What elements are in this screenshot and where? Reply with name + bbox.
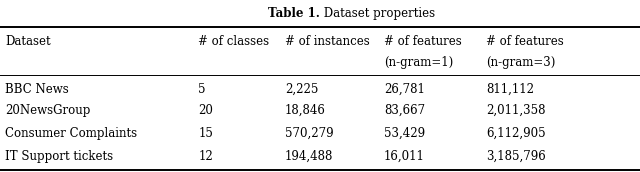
Text: 2,225: 2,225 xyxy=(285,83,318,96)
Text: 5: 5 xyxy=(198,83,206,96)
Text: 20NewsGroup: 20NewsGroup xyxy=(5,104,90,117)
Text: # of classes: # of classes xyxy=(198,35,269,48)
Text: 26,781: 26,781 xyxy=(384,83,425,96)
Text: 2,011,358: 2,011,358 xyxy=(486,104,546,117)
Text: # of features: # of features xyxy=(384,35,461,48)
Text: 53,429: 53,429 xyxy=(384,127,425,140)
Text: Consumer Complaints: Consumer Complaints xyxy=(5,127,137,140)
Text: Table 1.: Table 1. xyxy=(268,7,320,20)
Text: 15: 15 xyxy=(198,127,213,140)
Text: (n-gram=1): (n-gram=1) xyxy=(384,56,453,69)
Text: 6,112,905: 6,112,905 xyxy=(486,127,546,140)
Text: 20: 20 xyxy=(198,104,213,117)
Text: Dataset properties: Dataset properties xyxy=(320,7,435,20)
Text: 16,011: 16,011 xyxy=(384,150,425,163)
Text: Dataset: Dataset xyxy=(5,35,51,48)
Text: (n-gram=3): (n-gram=3) xyxy=(486,56,556,69)
Text: IT Support tickets: IT Support tickets xyxy=(5,150,113,163)
Text: 194,488: 194,488 xyxy=(285,150,333,163)
Text: # of instances: # of instances xyxy=(285,35,369,48)
Text: 83,667: 83,667 xyxy=(384,104,425,117)
Text: 811,112: 811,112 xyxy=(486,83,534,96)
Text: 3,185,796: 3,185,796 xyxy=(486,150,546,163)
Text: 570,279: 570,279 xyxy=(285,127,333,140)
Text: Table 1. Dataset properties: Table 1. Dataset properties xyxy=(239,7,401,20)
Text: 12: 12 xyxy=(198,150,213,163)
Text: # of features: # of features xyxy=(486,35,564,48)
Text: BBC News: BBC News xyxy=(5,83,69,96)
Text: 18,846: 18,846 xyxy=(285,104,326,117)
